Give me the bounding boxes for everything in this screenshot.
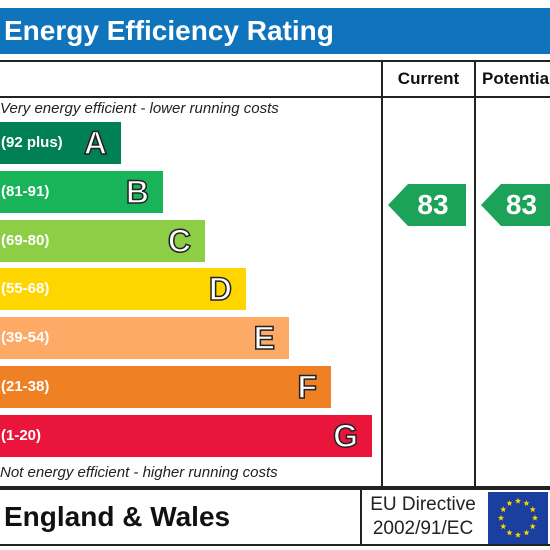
band-c: (69-80) C [0,220,205,262]
directive-line-2: 2002/91/EC [372,518,474,539]
band-e: (39-54) E [0,317,289,359]
band-letter: B [125,173,150,211]
current-column-divider [381,60,383,488]
eu-star-icon [506,500,513,506]
page-title: Energy Efficiency Rating [0,8,550,54]
band-range-label: (55-68) [1,280,50,297]
eu-star-icon [529,506,536,513]
band-g: (1-20) G [0,415,372,457]
band-range-label: (69-80) [1,232,50,249]
directive-line-1: EU Directive [370,494,476,515]
rating-table [0,60,550,488]
eu-star-icon [514,531,522,538]
band-range-label: (81-91) [1,183,50,200]
footer-bottom-border [0,544,550,546]
footer-column-divider [360,488,362,544]
potential-rating-arrow: 83 [481,184,550,226]
band-letter: A [83,124,108,162]
band-letter: C [167,222,192,260]
eu-star-icon [523,500,530,506]
eu-star-icon [506,529,513,536]
eu-star-icon [500,506,507,513]
band-range-label: (39-54) [1,329,50,346]
band-d: (55-68) D [0,268,246,310]
eu-star-icon [500,523,507,530]
band-range-label: (1-20) [1,427,42,444]
band-b: (81-91) B [0,171,163,213]
band-a: (92 plus) A [0,122,121,164]
footer-divider [0,488,550,490]
eu-flag-icon [488,492,548,544]
band-range-label: (92 plus) [1,134,63,151]
eu-star-icon [497,514,505,521]
potential-column-divider [474,60,476,488]
eu-star-icon [523,529,530,536]
top-note: Very energy efficient - lower running co… [0,100,279,117]
potential-column-header: Potential [482,69,550,88]
band-f: (21-38) F [0,366,331,408]
header-row-divider [0,96,550,98]
current-column-header: Current [397,69,460,88]
band-range-label: (21-38) [1,378,50,395]
eu-star-icon [514,497,522,504]
region-label: England & Wales [4,501,231,532]
bottom-note: Not energy efficient - higher running co… [0,464,278,481]
band-letter: E [253,319,276,357]
band-letter: D [208,270,233,308]
band-letter: G [332,417,358,455]
eu-star-icon [531,514,539,521]
eu-star-icon [529,523,536,530]
band-letter: F [297,368,318,406]
